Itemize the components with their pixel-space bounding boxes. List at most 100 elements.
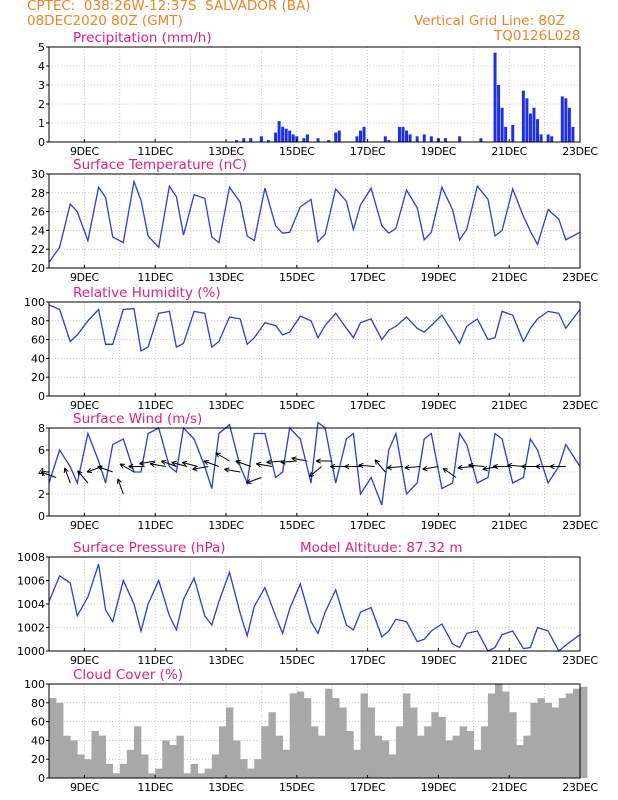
precip-bar: [493, 52, 497, 143]
precip-bar: [422, 134, 426, 142]
x-tick-label: 17DEC: [350, 654, 386, 667]
precip-bar: [355, 136, 359, 142]
precip-bar: [479, 138, 483, 142]
x-tick-label: 23DEC: [562, 399, 598, 412]
y-tick-label: 0: [38, 390, 45, 403]
wind-arrow-head: [291, 457, 297, 462]
wind-arrow: [64, 467, 71, 484]
y-tick-label: 80: [31, 697, 45, 710]
x-tick-label: 11DEC: [137, 399, 173, 412]
precip-bar: [405, 130, 409, 142]
cloud-bar: [572, 688, 581, 778]
precip-bar: [560, 96, 564, 142]
panel-title-wind: Surface Wind (m/s): [73, 411, 202, 427]
x-tick-label: 17DEC: [350, 145, 386, 158]
y-tick-label: 26: [31, 206, 45, 219]
x-tick-label: 13DEC: [208, 654, 244, 667]
precip-bar: [415, 136, 419, 142]
cloud-bar: [410, 707, 418, 778]
wind-arrow-head: [246, 479, 251, 484]
wind-arrow-head: [468, 464, 474, 469]
y-tick-label: 24: [31, 224, 45, 237]
wind-arrow-head: [181, 461, 187, 467]
precip-bar: [387, 140, 391, 142]
cloud-bar: [431, 712, 439, 778]
x-tick-label: 21DEC: [491, 781, 527, 794]
wind-arrow-head: [87, 471, 93, 473]
y-tick-label: 4: [38, 60, 45, 73]
wind-arrow-head: [507, 462, 513, 466]
cloud-bar: [303, 698, 312, 778]
cloud-bar: [133, 726, 142, 778]
cloud-bar: [275, 735, 283, 778]
x-tick-label: 9DEC: [70, 145, 100, 158]
x-tick-label: 15DEC: [279, 271, 315, 284]
wind-arrow: [171, 461, 188, 467]
wind-arrow-head: [535, 463, 541, 467]
precip-bar: [564, 98, 568, 142]
cloud-bar: [162, 740, 170, 778]
precip-bar: [511, 124, 515, 142]
cloud-bar: [261, 726, 269, 778]
precip-bar: [546, 134, 550, 142]
cloud-bar: [233, 740, 241, 778]
wind-arrow-head: [309, 475, 315, 478]
x-tick-label: 19DEC: [421, 519, 457, 532]
cloud-bar: [226, 707, 234, 778]
cloud-bar: [580, 686, 588, 778]
wind-arrow-head: [192, 465, 197, 470]
y-tick-label: 1: [38, 117, 45, 130]
y-tick-label: 22: [31, 243, 45, 256]
wind-arrow-head: [330, 466, 336, 470]
cloud-bar: [346, 731, 354, 778]
x-tick-label: 11DEC: [137, 781, 173, 794]
precip-bar: [539, 134, 543, 142]
y-tick-label: 28: [31, 187, 45, 200]
wind-arrow: [203, 460, 220, 467]
x-tick-label: 19DEC: [421, 399, 457, 412]
cloud-bar: [459, 726, 468, 778]
precip-bar: [359, 130, 363, 142]
y-tick-label: 1000: [17, 645, 45, 658]
wind-arrow-head: [77, 470, 80, 476]
wind-arrow-head: [521, 466, 527, 470]
precip-bar: [316, 138, 320, 142]
model-altitude-label: Model Altitude: 87.32 m: [300, 540, 463, 556]
precip-bar: [284, 128, 288, 142]
wind-arrow-head: [161, 460, 167, 462]
wind-arrow-head: [203, 460, 209, 462]
precip-bar: [521, 90, 525, 142]
y-tick-label: 6: [38, 444, 45, 457]
wind-arrow: [387, 466, 404, 469]
cloud-bar: [63, 735, 71, 778]
x-tick-label: 21DEC: [491, 399, 527, 412]
cloud-bar: [403, 693, 411, 778]
cloud-bar: [183, 773, 191, 778]
precip-bar: [277, 121, 281, 142]
cloud-bar: [155, 768, 163, 778]
cloud-bar: [190, 763, 198, 778]
cloud-bar: [558, 698, 567, 778]
wind-arrow-head: [442, 468, 446, 473]
wind-arrow-head: [224, 467, 230, 470]
panel-title-temperature: Surface Temperature (nC): [73, 157, 247, 173]
y-tick-label: 80: [31, 315, 45, 328]
cloud-bar: [56, 702, 64, 778]
y-tick-label: 40: [31, 734, 45, 747]
wind-arrow-head: [492, 466, 498, 470]
wind-arrow-head: [549, 463, 555, 467]
precip-bar: [550, 136, 554, 142]
x-tick-label: 13DEC: [208, 145, 244, 158]
x-tick-label: 15DEC: [279, 781, 315, 794]
y-tick-label: 3: [38, 79, 45, 92]
wind-arrow-head: [171, 461, 176, 467]
wind-arrow-head: [507, 464, 512, 469]
wind-arrow-head: [374, 459, 380, 463]
cloud-bar: [176, 735, 184, 778]
wind-arrow: [422, 466, 439, 470]
wind-arrow: [117, 478, 124, 495]
y-tick-label: 20: [31, 371, 45, 384]
wind-arrow-head: [404, 464, 410, 469]
wind-arrow-head: [291, 456, 297, 459]
